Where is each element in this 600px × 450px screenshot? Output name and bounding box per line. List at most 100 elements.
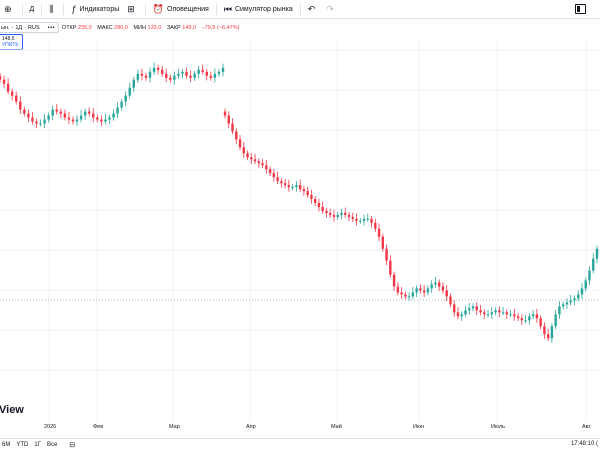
time-label: Фев: [93, 424, 104, 430]
candle-body: [148, 71, 152, 78]
range-ytd-button[interactable]: YTD: [16, 441, 29, 448]
candle-body: [67, 117, 71, 120]
candle-body: [10, 91, 14, 96]
candle-body: [580, 288, 584, 295]
candle-body: [63, 113, 67, 118]
candle-body: [165, 73, 168, 78]
chart-grid: [0, 40, 600, 422]
candle-body: [173, 75, 176, 80]
indicators-label: Индикаторы: [79, 5, 120, 13]
candle-body: [250, 157, 253, 160]
candle-body: [209, 75, 213, 78]
candle-body: [321, 206, 324, 211]
candle-body: [351, 216, 354, 219]
candle-body: [71, 119, 75, 122]
candle-body: [573, 298, 576, 301]
candle-body: [468, 308, 471, 311]
candle-body: [35, 121, 38, 124]
candle-body: [197, 69, 200, 74]
candle-body: [509, 314, 512, 316]
range-6m-button[interactable]: 6М: [2, 441, 11, 448]
candle-body: [524, 320, 527, 322]
candle-body: [422, 290, 426, 293]
replay-button[interactable]: ⏮ Симулятор рынка: [220, 0, 297, 19]
panel-toggle-icon[interactable]: [575, 4, 586, 14]
candle-body: [513, 314, 516, 317]
candle-body: [104, 119, 107, 122]
candle-body: [456, 312, 460, 317]
candle-body: [404, 294, 407, 297]
add-symbol-button[interactable]: ⊕: [0, 0, 19, 19]
interval-label: Д: [29, 5, 35, 13]
more-icon[interactable]: •••: [47, 24, 55, 31]
candle-body: [242, 147, 245, 154]
candle-body: [501, 312, 505, 314]
candle-body: [257, 161, 261, 164]
candle-body: [325, 210, 328, 213]
candle-body: [584, 280, 587, 289]
candle-body: [39, 123, 42, 125]
chart-pane[interactable]: [0, 40, 600, 422]
layout-button[interactable]: ⊞: [123, 0, 142, 19]
candle-body: [306, 191, 309, 196]
symbol-box[interactable]: ын. · 1Д · RUS •••: [0, 22, 59, 33]
candle-body: [108, 117, 111, 120]
ohlc-open-key: ОТКР: [61, 24, 77, 31]
range-1y-button[interactable]: 1Г: [34, 441, 41, 448]
candle-body: [298, 185, 302, 190]
toolbar-divider: [21, 3, 23, 15]
candle-body: [238, 139, 242, 148]
candles: [0, 62, 599, 343]
calendar-icon[interactable]: ⊟: [69, 441, 76, 449]
candle-body: [23, 109, 26, 114]
time-label: 2026: [44, 424, 57, 430]
candle-body: [272, 173, 276, 178]
indicators-button[interactable]: ƒ Индикаторы: [67, 0, 123, 19]
interval-button[interactable]: Д: [26, 0, 39, 19]
toolbar-divider: [215, 3, 217, 15]
range-all-button[interactable]: Все: [46, 441, 58, 448]
candle-body: [235, 131, 238, 140]
candle-body: [569, 300, 572, 303]
candle-body: [486, 314, 490, 316]
time-label: Авг: [582, 424, 591, 430]
candle-body: [347, 214, 351, 217]
candle-body: [359, 220, 362, 222]
candle-body: [43, 119, 46, 124]
candle-body: [268, 169, 272, 174]
candle-body: [558, 306, 561, 315]
candle-body: [31, 117, 34, 122]
alerts-button[interactable]: ⏰ Оповещения: [149, 0, 213, 19]
candle-body: [201, 69, 204, 72]
candle-body: [253, 159, 257, 162]
candle-body: [554, 314, 557, 327]
candle-body: [317, 203, 321, 207]
ohlc-close-value: 149,0: [182, 24, 196, 31]
candle-body: [100, 119, 103, 122]
candle-body: [539, 318, 542, 327]
chart-type-button[interactable]: ⫼: [45, 0, 60, 19]
candle-body: [396, 286, 400, 293]
candle-body: [287, 185, 291, 188]
time-axis[interactable]: 2026 Фев Мар Апр Май Июн Июль Авг: [0, 423, 600, 433]
candle-body: [419, 288, 422, 291]
candle-body: [460, 314, 463, 317]
candle-body: [181, 71, 184, 74]
dot-separator: ·: [11, 24, 14, 31]
redo-button[interactable]: ↷: [322, 0, 341, 19]
candle-body: [565, 302, 569, 305]
logo-text: View: [0, 404, 24, 416]
candle-body: [546, 334, 550, 339]
replay-label: Симулятор рынка: [234, 5, 293, 13]
candle-body: [400, 292, 403, 295]
candle-body: [336, 214, 339, 217]
price-tag-sub: УПИТЬ: [2, 42, 19, 48]
candle-body: [96, 117, 99, 120]
candle-body: [160, 69, 164, 74]
undo-button[interactable]: ↶: [304, 0, 323, 19]
candle-body: [340, 212, 343, 215]
candle-body: [223, 111, 227, 116]
candle-body: [381, 236, 385, 249]
ohlc-close-key: ЗАКР: [166, 24, 181, 31]
candle-body: [592, 258, 595, 271]
